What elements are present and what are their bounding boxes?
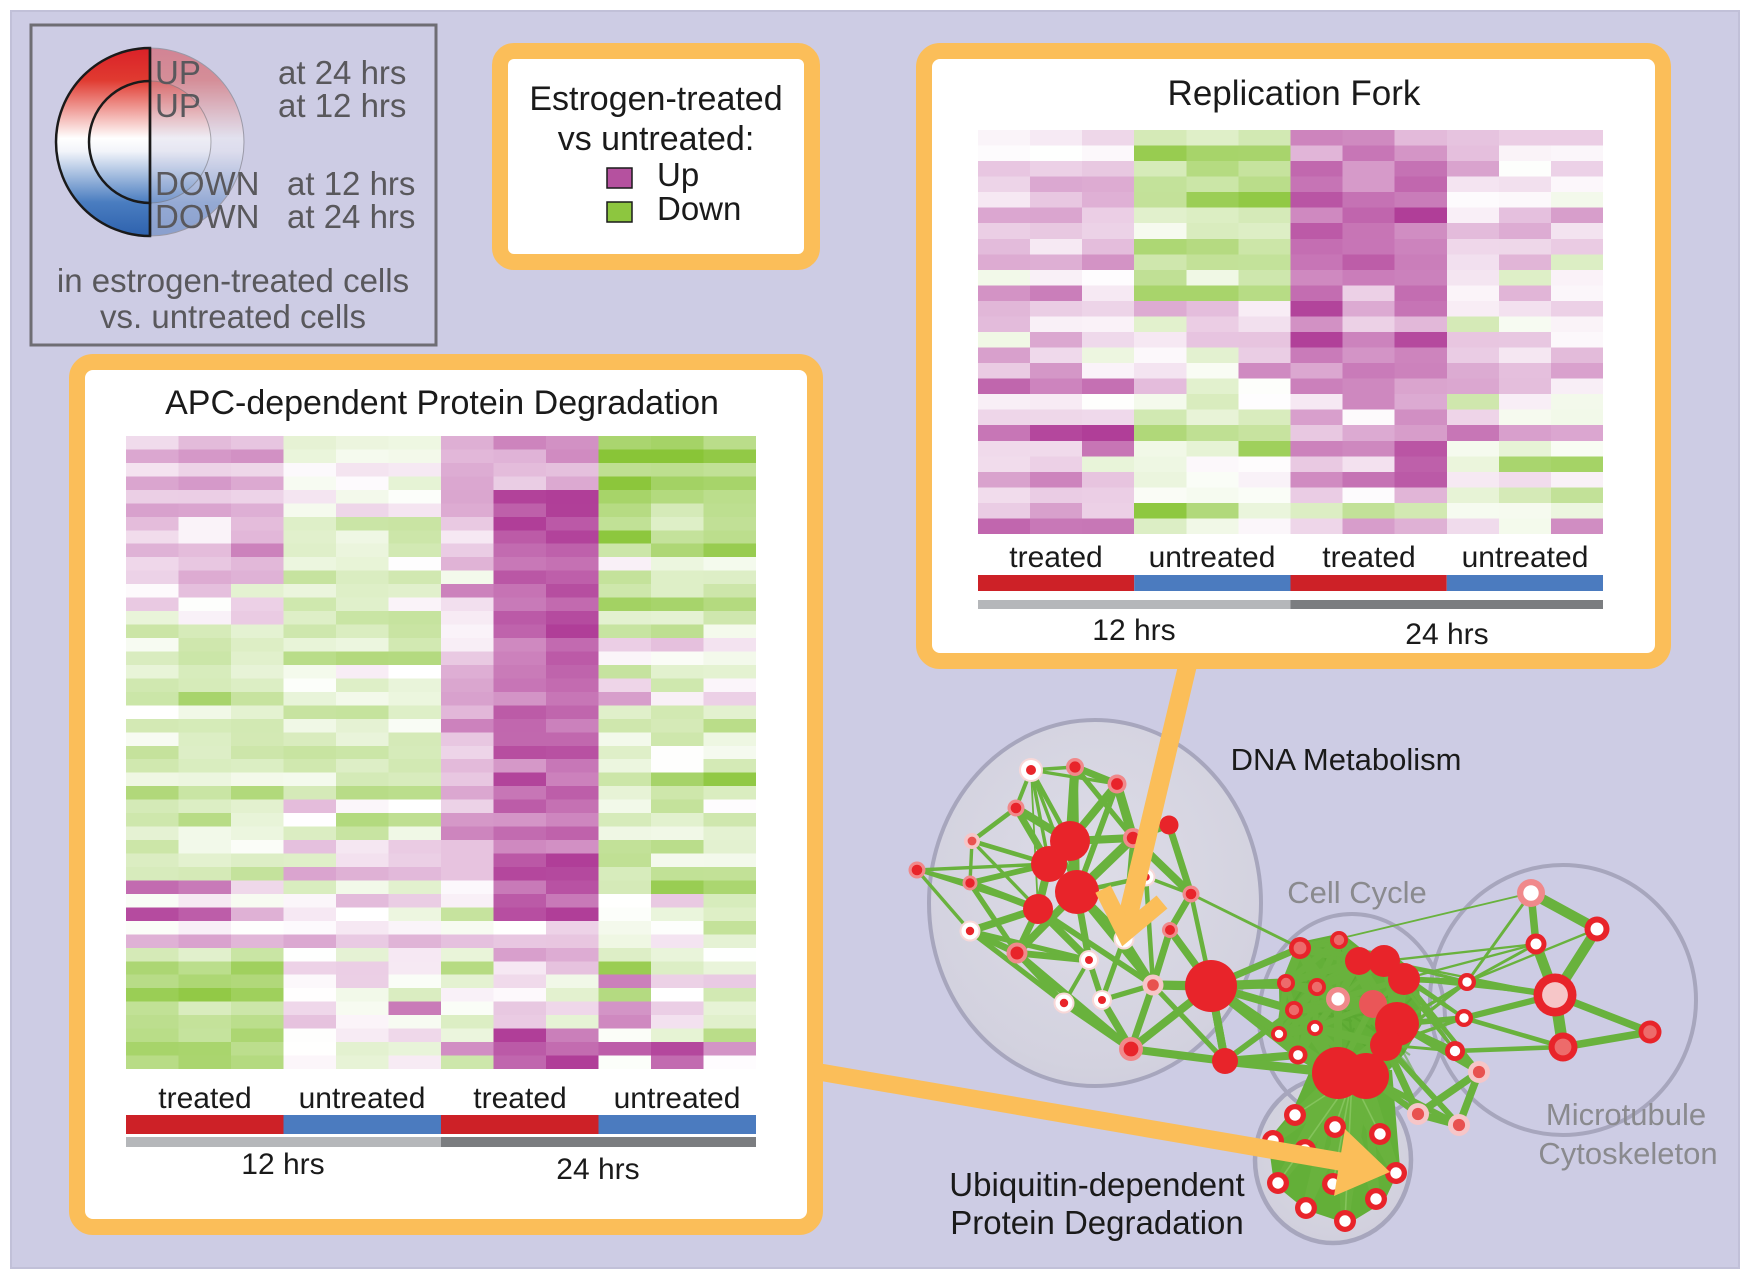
svg-text:12 hrs: 12 hrs: [1092, 614, 1175, 647]
svg-text:in estrogen-treated cells: in estrogen-treated cells: [57, 262, 409, 299]
svg-text:Protein Degradation: Protein Degradation: [950, 1204, 1244, 1241]
svg-text:untreated: untreated: [1149, 541, 1276, 574]
svg-text:24 hrs: 24 hrs: [556, 1153, 639, 1186]
svg-text:DNA Metabolism: DNA Metabolism: [1231, 742, 1462, 777]
svg-text:Ubiquitin-dependent: Ubiquitin-dependent: [949, 1166, 1244, 1203]
svg-text:12 hrs: 12 hrs: [241, 1148, 324, 1181]
svg-text:untreated: untreated: [299, 1082, 426, 1115]
svg-text:at 12 hrs: at 12 hrs: [278, 87, 406, 124]
svg-text:DOWN: DOWN: [155, 165, 259, 202]
svg-text:treated: treated: [1009, 541, 1102, 574]
svg-text:untreated: untreated: [1462, 541, 1589, 574]
svg-text:vs. untreated cells: vs. untreated cells: [100, 298, 366, 335]
svg-text:Cell Cycle: Cell Cycle: [1287, 875, 1427, 910]
svg-text:UP: UP: [155, 54, 201, 91]
svg-text:at 12 hrs: at 12 hrs: [287, 165, 415, 202]
svg-text:at 24 hrs: at 24 hrs: [278, 54, 406, 91]
svg-text:Cytoskeleton: Cytoskeleton: [1538, 1136, 1717, 1171]
svg-text:DOWN: DOWN: [155, 198, 259, 235]
svg-text:untreated: untreated: [614, 1082, 741, 1115]
svg-text:Down: Down: [657, 190, 741, 227]
svg-text:Microtubule: Microtubule: [1546, 1097, 1706, 1132]
svg-text:APC-dependent Protein Degradat: APC-dependent Protein Degradation: [165, 384, 719, 422]
svg-text:24 hrs: 24 hrs: [1405, 618, 1488, 651]
svg-text:treated: treated: [158, 1082, 251, 1115]
svg-text:at 24 hrs: at 24 hrs: [287, 198, 415, 235]
svg-text:treated: treated: [1322, 541, 1415, 574]
svg-text:Up: Up: [657, 156, 699, 193]
svg-text:Replication Fork: Replication Fork: [1168, 74, 1421, 113]
svg-text:Estrogen-treated: Estrogen-treated: [529, 80, 782, 118]
svg-text:UP: UP: [155, 87, 201, 124]
svg-text:treated: treated: [473, 1082, 566, 1115]
svg-text:vs untreated:: vs untreated:: [558, 120, 755, 158]
